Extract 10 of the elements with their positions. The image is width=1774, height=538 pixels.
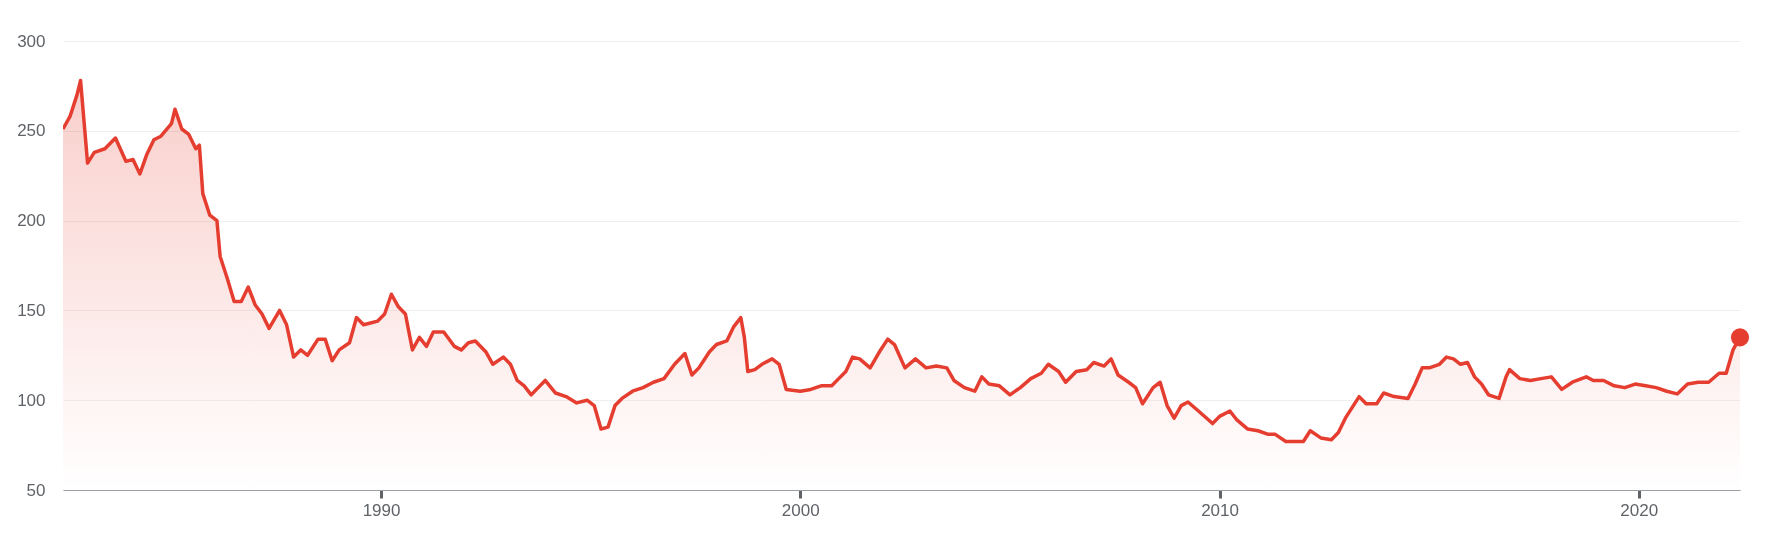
x-tick-label: 2010 — [1201, 500, 1239, 520]
y-tick-label: 300 — [17, 31, 46, 51]
y-tick-label: 100 — [17, 390, 46, 410]
y-tick-label: 50 — [26, 480, 46, 500]
y-tick-label: 200 — [17, 211, 46, 231]
x-tick-label: 2020 — [1620, 500, 1659, 520]
x-tick-label: 1990 — [362, 500, 401, 520]
y-tick-label: 150 — [17, 300, 46, 320]
x-tick-label: 2000 — [781, 500, 820, 520]
y-tick-label: 250 — [17, 121, 46, 141]
